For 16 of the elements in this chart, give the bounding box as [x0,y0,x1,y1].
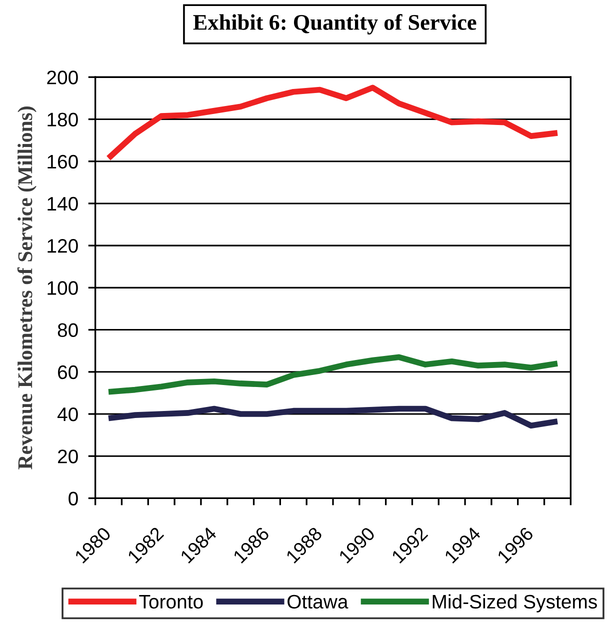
y-tick-label: 180 [48,112,78,126]
chart-title: Exhibit 6: Quantity of Service [193,14,476,34]
y-tick-label: 80 [58,323,78,338]
y-tick-label: 140 [48,196,78,211]
y-tick-label: 0 [68,492,78,506]
y-tick-label: 20 [58,450,78,464]
y-axis-title: Revenue Kilometres of Service (Millions) [17,106,36,470]
legend-label: Ottawa [288,594,348,609]
y-tick-label: 40 [57,407,78,422]
y-tick-label: 120 [48,239,78,253]
y-tick-label: 60 [58,365,78,380]
legend-label: Toronto [139,595,203,609]
legend-label: Mid-Sized Systems [432,594,597,612]
y-tick-label: 100 [48,281,78,295]
y-tick-label: 200 [47,70,78,84]
y-tick-label: 160 [48,154,78,169]
